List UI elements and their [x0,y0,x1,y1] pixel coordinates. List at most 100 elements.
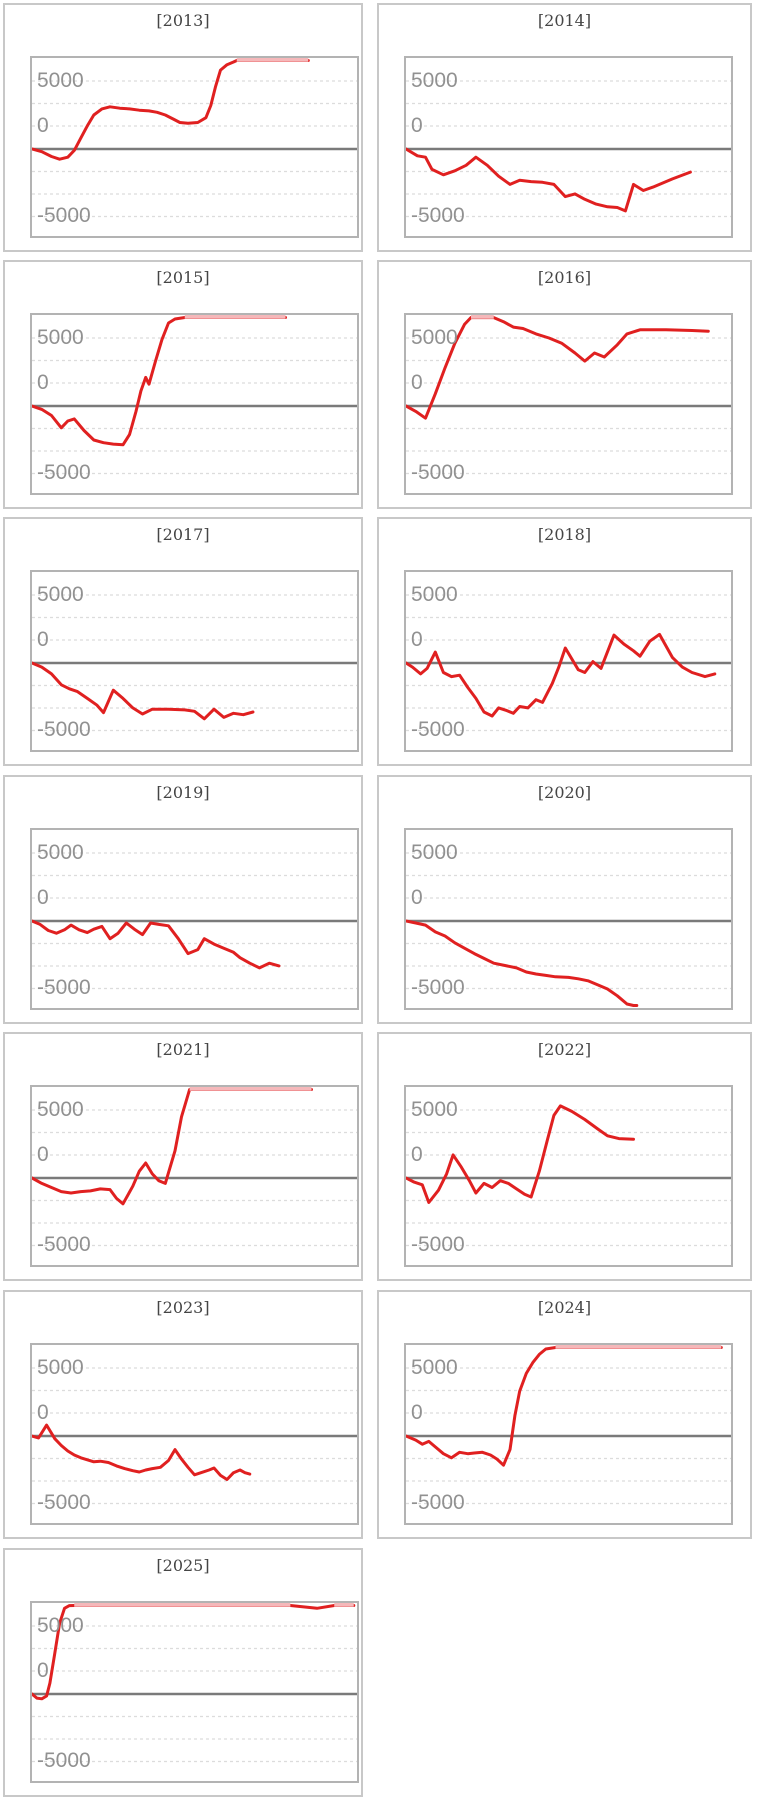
series-line [406,316,710,420]
plot-canvas [406,315,731,475]
chart-title: [2016] [537,268,592,287]
y-axis-label: 5000 [37,1356,84,1379]
y-axis-label: 5000 [37,326,84,349]
y-axis-label: 0 [411,628,423,651]
y-axis-label: 5000 [37,1098,84,1121]
series-line [406,1346,723,1467]
y-axis-label: -5000 [411,718,465,741]
chart-panel-2013: [2013] 5000 0 -5000 [3,3,363,252]
chart-panel-2019: [2019] 5000 0 -5000 [3,775,363,1024]
y-axis-label: 0 [37,1659,49,1682]
y-axis-label: -5000 [37,1233,91,1256]
chart-panel-2016: [2016] 5000 0 -5000 [377,260,752,509]
plot-area: 5000 0 -5000 [404,570,733,752]
plot-canvas [406,1104,731,1247]
y-axis-label: 0 [411,886,423,909]
y-axis-label: -5000 [37,976,91,999]
series-line [32,661,255,721]
series-line [32,1423,252,1481]
plot-area: 5000 0 -5000 [404,828,733,1010]
chart-title: [2014] [537,11,592,30]
y-axis-label: -5000 [411,1233,465,1256]
series-line [32,1088,313,1206]
y-axis-label: -5000 [411,461,465,484]
plot-canvas [406,852,731,1007]
plot-area: 5000 0 -5000 [404,313,733,495]
plot-area: 5000 0 -5000 [404,56,733,238]
y-axis-label: -5000 [411,976,465,999]
series-line [32,1604,356,1701]
chart-title: [2019] [156,783,210,802]
plot-canvas [32,852,357,990]
plot-canvas [406,1345,731,1505]
y-axis-label: 5000 [411,583,458,606]
y-axis-label: 5000 [37,841,84,864]
y-axis-label: 5000 [411,69,458,92]
plot-area: 5000 0 -5000 [30,313,359,495]
plot-area: 5000 0 -5000 [404,1343,733,1525]
chart-title: [2015] [156,268,210,287]
y-axis-label: -5000 [37,1749,91,1772]
plot-area: 5000 0 -5000 [30,1085,359,1267]
plot-canvas [32,1087,357,1247]
series-line [32,919,281,970]
y-axis-label: 5000 [37,1614,84,1637]
plot-canvas [32,315,357,475]
chart-title: [2024] [537,1298,592,1317]
plot-canvas [32,1603,357,1763]
plot-area: 5000 0 -5000 [30,56,359,238]
series-line [406,1104,635,1204]
y-axis-label: 0 [411,114,423,137]
chart-panel-2020: [2020] 5000 0 -5000 [377,775,752,1024]
chart-title: [2017] [156,525,210,544]
y-axis-label: 0 [37,1143,49,1166]
series-line [406,919,639,1007]
y-axis-label: -5000 [411,204,465,227]
chart-panel-2015: [2015] 5000 0 -5000 [3,260,363,509]
series-line [32,59,310,161]
plot-area: 5000 0 -5000 [30,1601,359,1783]
y-axis-label: 0 [37,1401,49,1424]
chart-panel-2017: [2017] 5000 0 -5000 [3,517,363,766]
chart-panel-2018: [2018] 5000 0 -5000 [377,517,752,766]
plot-canvas [406,80,731,218]
y-axis-label: 5000 [411,841,458,864]
chart-title: [2021] [156,1040,210,1059]
chart-panel-2021: [2021] 5000 0 -5000 [3,1032,363,1281]
chart-title: [2020] [537,783,592,802]
chart-panel-2025: [2025] 5000 0 -5000 [3,1548,363,1797]
y-axis-label: -5000 [37,461,91,484]
plot-canvas [32,1367,357,1505]
y-axis-label: 0 [37,114,49,137]
y-axis-label: -5000 [37,718,91,741]
chart-title: [2023] [156,1298,210,1317]
series-line [32,316,287,447]
y-axis-label: -5000 [411,1491,465,1514]
plot-canvas [406,594,731,732]
chart-panel-2022: [2022] 5000 0 -5000 [377,1032,752,1281]
chart-panel-2014: [2014] 5000 0 -5000 [377,3,752,252]
y-axis-label: -5000 [37,204,91,227]
y-axis-label: 5000 [37,583,84,606]
y-axis-label: 5000 [37,69,84,92]
plot-area: 5000 0 -5000 [404,1085,733,1267]
plot-canvas [32,58,357,218]
chart-panel-2023: [2023] 5000 0 -5000 [3,1290,363,1539]
y-axis-label: -5000 [37,1491,91,1514]
y-axis-label: 0 [37,886,49,909]
series-line [406,632,717,718]
plot-area: 5000 0 -5000 [30,828,359,1010]
y-axis-label: 5000 [411,326,458,349]
chart-title: [2018] [537,525,592,544]
plot-area: 5000 0 -5000 [30,570,359,752]
y-axis-label: 0 [411,1143,423,1166]
y-axis-label: 0 [411,1401,423,1424]
chart-title: [2013] [156,11,210,30]
y-axis-label: 0 [37,628,49,651]
chart-panel-2024: [2024] 5000 0 -5000 [377,1290,752,1539]
plot-area: 5000 0 -5000 [30,1343,359,1525]
series-line [406,147,692,213]
y-axis-label: 0 [411,371,423,394]
chart-title: [2022] [537,1040,592,1059]
